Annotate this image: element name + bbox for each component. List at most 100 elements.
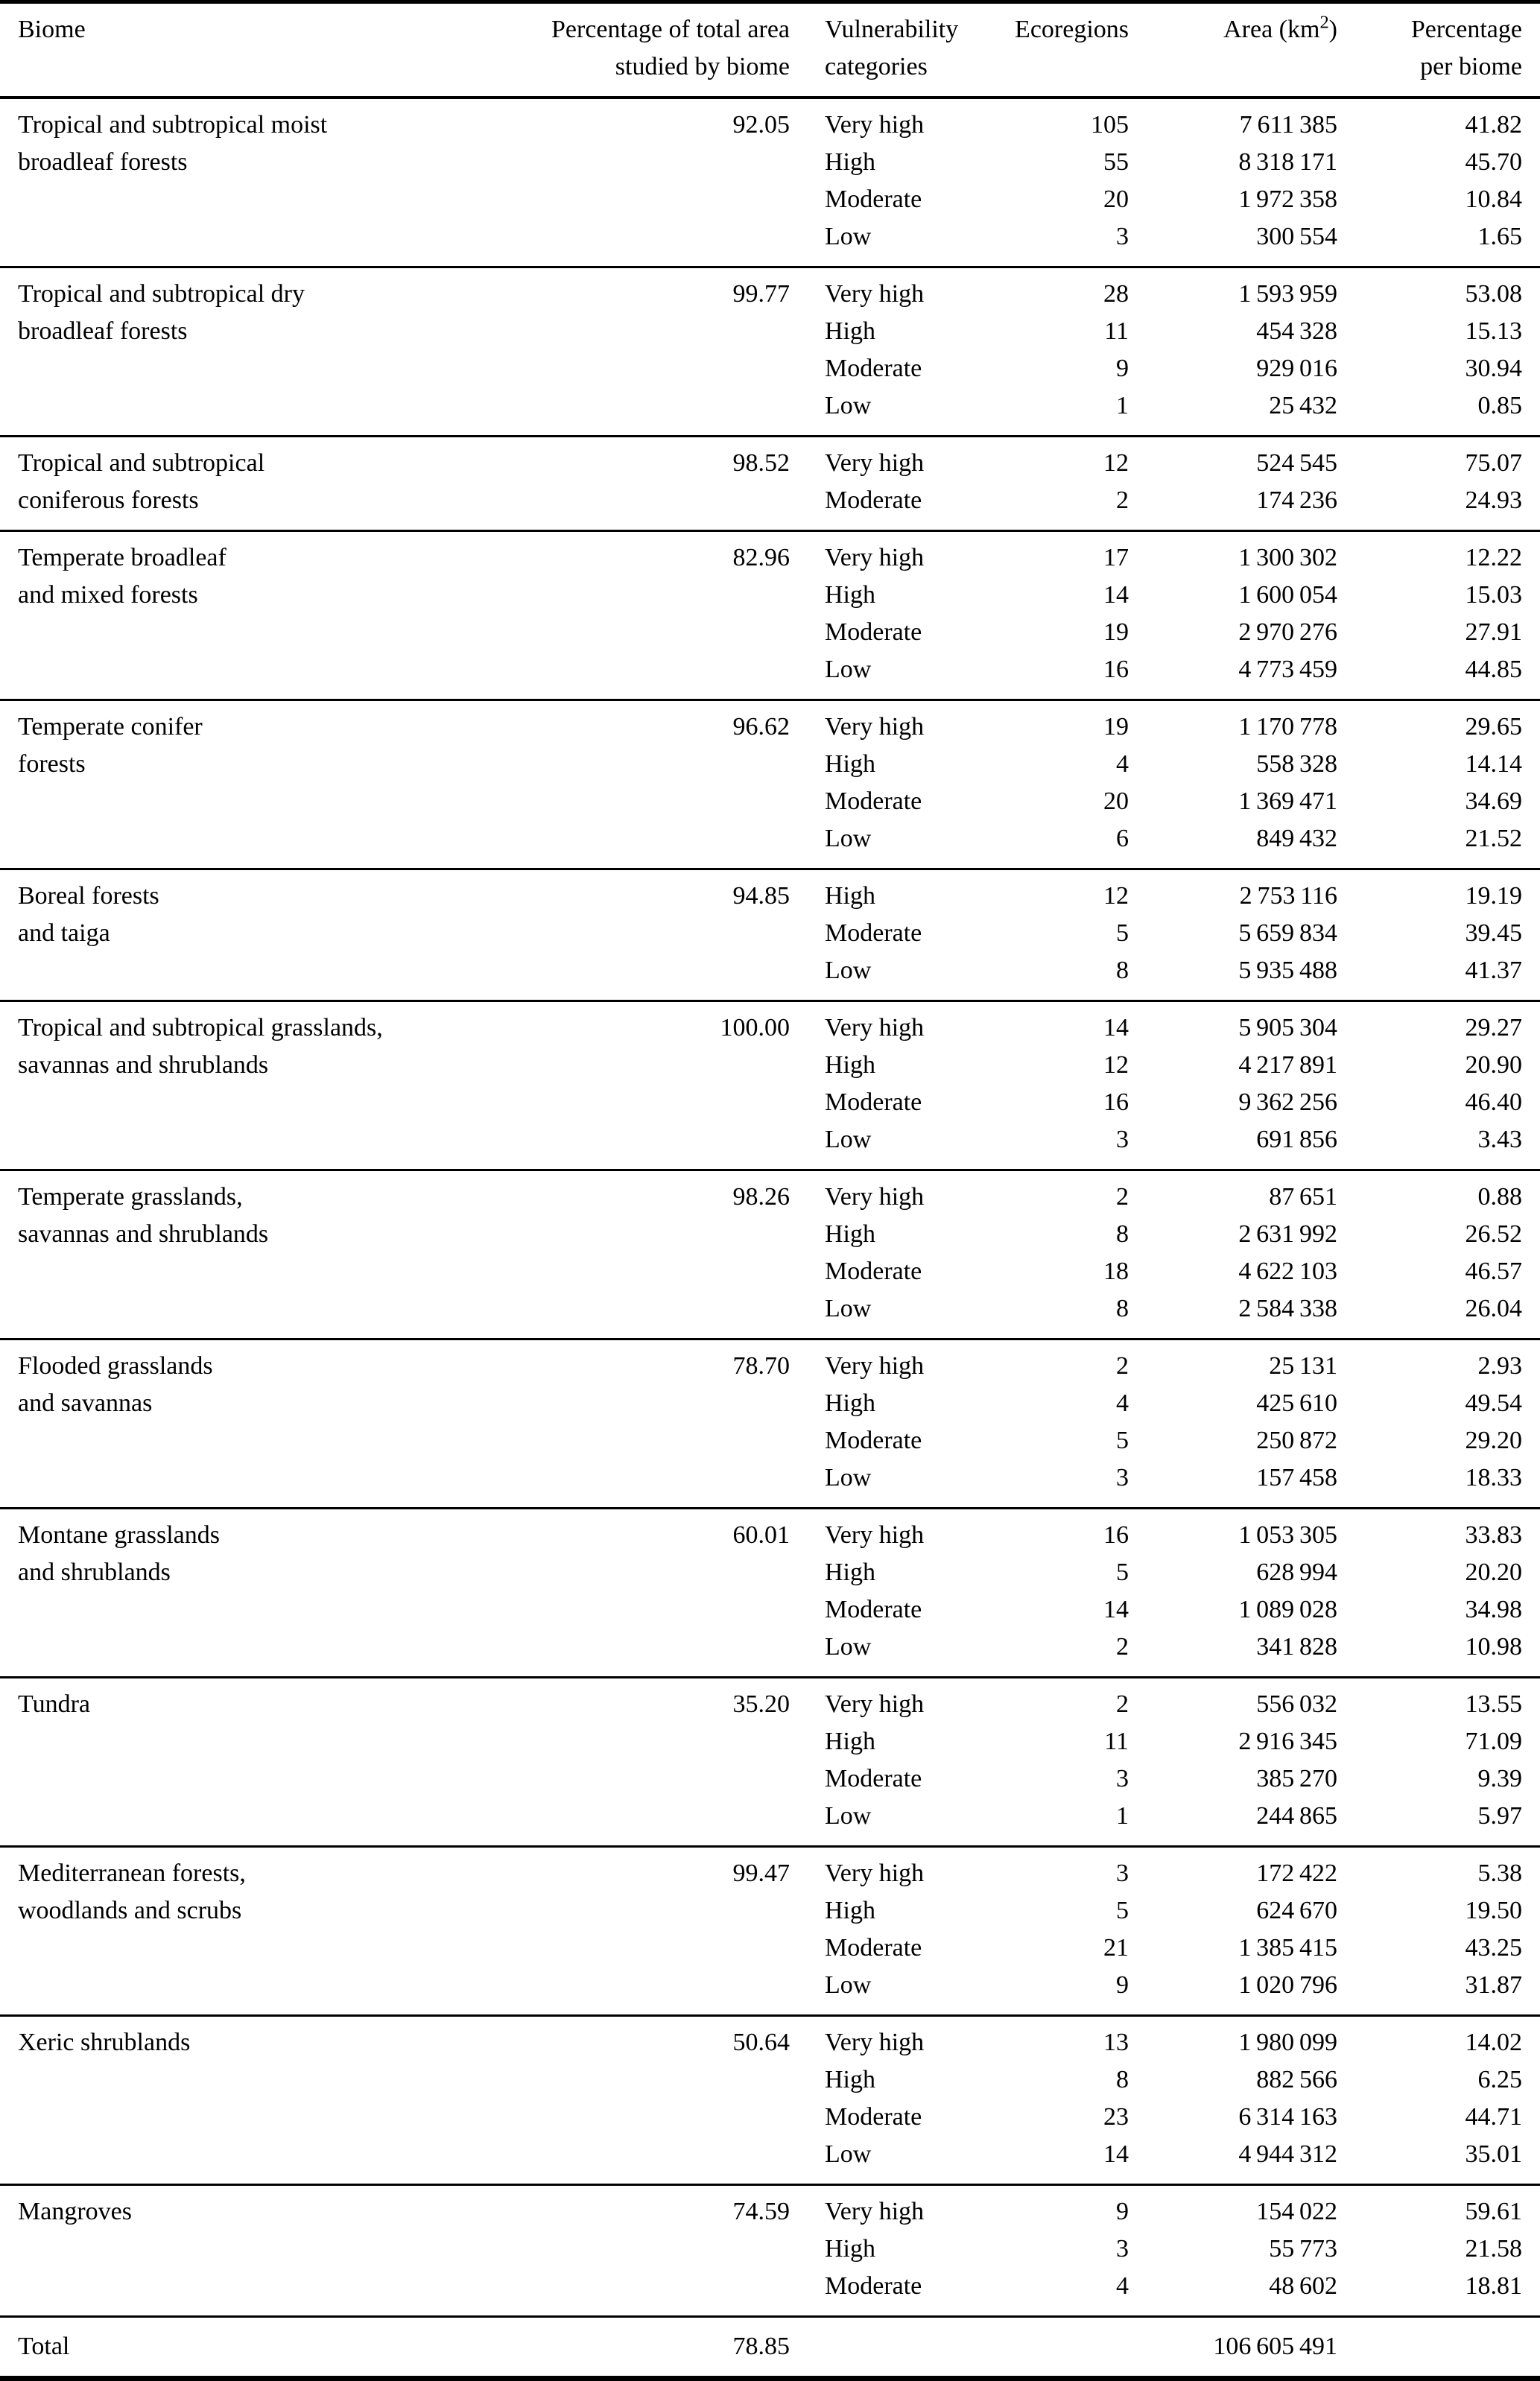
biome-group: Montane grasslands and shrublands 60.01 Ver… (0, 1508, 1540, 1678)
pct-per-biome-value: 26.52 (1465, 1220, 1523, 1248)
vulnerability-category: Very high (825, 2198, 925, 2225)
area-value: 4 622 103 (1238, 1258, 1337, 1285)
ecoregions-count: 21 (1103, 1934, 1129, 1962)
table-row: Low 3 691 856 3.43 (0, 1121, 1540, 1170)
biome-name-line: broadleaf forests (18, 317, 188, 345)
vulnerability-category: Low (825, 957, 872, 984)
biome-name: Tropical and subtropical grasslands, sava… (0, 1001, 477, 1170)
area-value: 849 432 (1256, 825, 1337, 852)
pct-per-biome-value: 44.71 (1465, 2103, 1523, 2131)
vulnerability-category: High (825, 1559, 875, 1586)
table-row: Tropical and subtropical coniferous fores… (0, 437, 1540, 514)
table-row: Moderate 2 174 236 24.93 (0, 482, 1540, 531)
table-row: Moderate 5 5 659 834 39.45 (0, 915, 1540, 952)
biome-group: Tropical and subtropical moist broadleaf … (0, 98, 1540, 267)
biome-name-line: Mediterranean forests, (18, 1860, 246, 1887)
area-value: 4 944 312 (1238, 2140, 1337, 2168)
vulnerability-category: Moderate (825, 618, 922, 646)
table-row: Moderate 23 6 314 163 44.71 (0, 2099, 1540, 2136)
area-value: 174 236 (1256, 486, 1337, 514)
ecoregions-count: 8 (1116, 957, 1129, 984)
area-value: 8 318 171 (1238, 148, 1337, 176)
area-value: 6 314 163 (1238, 2103, 1337, 2131)
pct-per-biome-value: 29.20 (1465, 1427, 1523, 1454)
pct-studied-value: 74.59 (732, 2198, 790, 2225)
biome-name-line: savannas and shrublands (18, 1220, 269, 1248)
ecoregions-count: 4 (1116, 750, 1129, 778)
area-value: 385 270 (1256, 1765, 1337, 1792)
vulnerability-category: Very high (825, 1860, 925, 1887)
biome-name-line: Tropical and subtropical moist (18, 111, 328, 139)
ecoregions-count: 8 (1116, 2066, 1129, 2093)
pct-studied-value: 50.64 (732, 2029, 790, 2056)
area-value: 5 659 834 (1238, 919, 1337, 947)
vulnerability-category: Moderate (825, 1596, 922, 1623)
vulnerability-category: Moderate (825, 355, 922, 382)
vulnerability-category: High (825, 1220, 875, 1248)
ecoregions-count: 14 (1103, 581, 1129, 609)
biome-group: Xeric shrublands 50.64 Very high 13 1 980 09… (0, 2015, 1540, 2185)
area-value: 1 053 305 (1238, 1521, 1337, 1549)
area-value: 624 670 (1256, 1897, 1337, 1924)
area-value: 7 611 385 (1239, 111, 1337, 139)
biome-name-line: and mixed forests (18, 581, 198, 609)
pct-per-biome-value: 49.54 (1465, 1389, 1523, 1417)
table-row: High 5 628 994 20.20 (0, 1554, 1540, 1591)
vulnerability-category: High (825, 750, 875, 778)
area-value: 1 385 415 (1238, 1934, 1337, 1962)
table-row: Tundra 35.20 Very high 2 556 032 13.55 (0, 1678, 1540, 1724)
biome-name-line: Xeric shrublands (18, 2029, 191, 2056)
table-row: Moderate 20 1 369 471 34.69 (0, 783, 1540, 820)
vulnerability-category: Moderate (825, 1258, 922, 1285)
pct-per-biome-value: 53.08 (1465, 280, 1523, 308)
area-value: 691 856 (1256, 1126, 1337, 1153)
ecoregions-count: 20 (1103, 787, 1129, 815)
vulnerability-category: Low (825, 392, 872, 419)
ecoregions-count: 12 (1103, 882, 1129, 910)
vulnerability-category: Low (825, 1295, 872, 1322)
area-value: 4 217 891 (1238, 1051, 1337, 1079)
vulnerability-category: Moderate (825, 486, 922, 514)
ecoregions-count: 1 (1116, 392, 1129, 419)
pct-per-biome-value: 14.14 (1465, 750, 1523, 778)
pct-per-biome-value: 26.04 (1465, 1295, 1523, 1322)
biome-name: Tropical and subtropical coniferous fores… (0, 437, 477, 531)
pct-studied-value: 92.05 (732, 111, 790, 139)
vulnerability-category: Moderate (825, 2272, 922, 2300)
vulnerability-category: Moderate (825, 1427, 922, 1454)
table-row: Moderate 16 9 362 256 46.40 (0, 1084, 1540, 1121)
biome-name: Tropical and subtropical moist broadleaf … (0, 98, 477, 267)
header-vulnerability-line1: Vulnerability (825, 16, 959, 43)
biome-name-line: Montane grasslands (18, 1521, 221, 1549)
header-area-superscript: 2 (1319, 12, 1329, 33)
ecoregions-count: 16 (1103, 1088, 1129, 1116)
biome-name-line: broadleaf forests (18, 148, 188, 176)
table-row: Low 14 4 944 312 35.01 (0, 2136, 1540, 2185)
ecoregions-count: 2 (1116, 1690, 1129, 1718)
ecoregions-count: 9 (1116, 355, 1129, 382)
vulnerability-category: Very high (825, 1014, 925, 1042)
pct-per-biome-value: 15.13 (1465, 317, 1523, 345)
ecoregions-count: 3 (1116, 1464, 1129, 1491)
table-row: Mangroves 74.59 Very high 9 154 022 59.61 (0, 2185, 1540, 2231)
biome-name: Temperate grasslands, savannas and shrubl… (0, 1170, 477, 1339)
ecoregions-count: 6 (1116, 825, 1129, 852)
table-row: High 12 4 217 891 20.90 (0, 1047, 1540, 1084)
area-value: 882 566 (1256, 2066, 1337, 2093)
biome-name: Boreal forests and taiga (0, 869, 477, 1001)
pct-per-biome-value: 19.19 (1465, 882, 1523, 910)
header-vulnerability-line2: categories (825, 53, 928, 80)
vulnerability-category: High (825, 317, 875, 345)
vulnerability-category: Moderate (825, 919, 922, 947)
biome-name: Montane grasslands and shrublands (0, 1509, 477, 1678)
pct-per-biome-value: 30.94 (1465, 355, 1523, 382)
biome-group: Tropical and subtropical grasslands, sava… (0, 1001, 1540, 1170)
pct-per-biome-value: 46.57 (1465, 1258, 1523, 1285)
area-value: 1 593 959 (1238, 280, 1337, 308)
area-value: 1 972 358 (1238, 186, 1337, 213)
table-row: Low 8 2 584 338 26.04 (0, 1290, 1540, 1339)
table-row: Low 1 244 865 5.97 (0, 1798, 1540, 1847)
area-value: 244 865 (1256, 1802, 1337, 1830)
table-row: Tropical and subtropical grasslands, sava… (0, 1001, 1540, 1079)
vulnerability-category: High (825, 148, 875, 176)
